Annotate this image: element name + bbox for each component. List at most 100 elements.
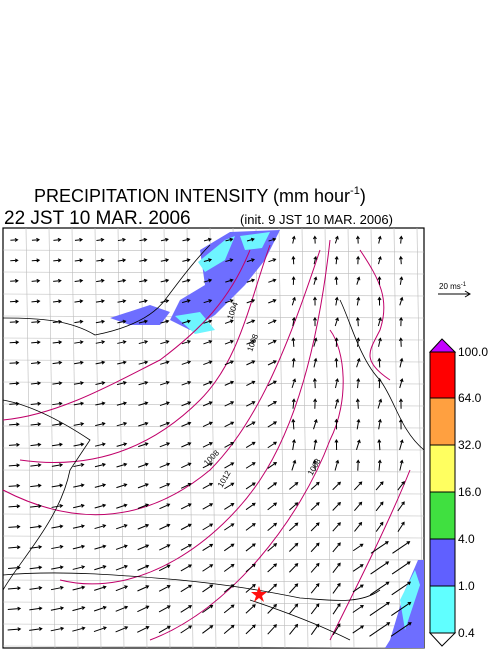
wind-arrow xyxy=(94,442,106,447)
colorbar-cell xyxy=(429,585,456,634)
wind-arrow xyxy=(182,237,191,242)
wind-arrow xyxy=(72,565,86,570)
wind-arrow xyxy=(94,503,107,509)
wind-arrow xyxy=(291,378,297,389)
wind-arrow xyxy=(160,360,170,365)
wind-arrow xyxy=(73,442,85,447)
wind-arrow xyxy=(267,339,277,345)
wind-arrow xyxy=(29,586,43,590)
wind-arrow xyxy=(160,237,169,242)
wind-arrow xyxy=(334,255,339,265)
wind-arrow xyxy=(73,462,85,468)
wind-arrow xyxy=(181,442,192,448)
wind-arrow xyxy=(139,237,148,242)
wind-arrow xyxy=(246,237,255,242)
wind-arrow xyxy=(246,299,256,304)
wind-arrow xyxy=(291,357,296,368)
wind-arrow xyxy=(8,524,21,529)
wind-arrow xyxy=(267,421,278,428)
wind-arrow xyxy=(224,441,235,448)
wind-arrow xyxy=(289,542,299,552)
wind-arrow xyxy=(310,522,320,532)
grid-line xyxy=(255,227,263,649)
wind-arrow xyxy=(202,482,214,489)
wind-arrow xyxy=(291,459,297,471)
wind-arrow xyxy=(334,357,339,368)
wind-arrow xyxy=(292,439,296,451)
wind-arrow xyxy=(30,401,42,406)
wind-arrow xyxy=(159,442,171,448)
grid-line xyxy=(25,227,33,649)
wind-arrow xyxy=(181,462,192,469)
grid-line xyxy=(2,337,425,341)
wind-arrow xyxy=(267,482,278,490)
wind-arrow xyxy=(202,604,214,614)
wind-arrow xyxy=(159,483,171,489)
grid-line xyxy=(2,381,425,385)
wind-arrow xyxy=(116,483,128,489)
wind-arrow xyxy=(246,278,256,283)
wind-arrow xyxy=(52,360,63,365)
wind-arrow xyxy=(225,237,234,242)
wind-arrow xyxy=(370,541,389,554)
wind-arrow xyxy=(159,380,170,386)
wind-arrow xyxy=(181,299,191,304)
wind-arrow xyxy=(181,401,192,407)
valid-time: 22 JST 10 MAR. 2006 xyxy=(4,208,191,229)
wind-arrow xyxy=(392,541,411,554)
wind-arrow xyxy=(94,585,107,591)
wind-arrow xyxy=(356,357,361,368)
wind-arrow xyxy=(95,360,106,365)
wind-arrow xyxy=(267,502,278,511)
wind-arrow xyxy=(291,276,296,285)
wind-arrow xyxy=(29,626,43,631)
wind-arrow xyxy=(137,503,150,509)
wind-arrow xyxy=(355,235,360,244)
location-star xyxy=(251,586,267,602)
wind-arrow xyxy=(310,502,320,511)
wind-arrow xyxy=(31,237,41,242)
grid-line xyxy=(370,227,378,649)
wind-arrow xyxy=(245,421,256,428)
wind-arrow xyxy=(116,442,128,447)
wind-arrow xyxy=(182,258,191,263)
wind-arrow xyxy=(310,583,320,594)
wind-arrow xyxy=(310,542,320,553)
wind-arrow xyxy=(313,418,318,430)
wind-arrow xyxy=(334,418,339,430)
wind-arrow xyxy=(51,524,64,529)
wind-arrow xyxy=(160,299,170,303)
wind-arrow xyxy=(267,522,278,531)
wind-arrow xyxy=(94,544,107,550)
wind-arrow xyxy=(352,625,365,634)
colorbar-cell xyxy=(429,491,456,540)
wind-arrow xyxy=(73,401,85,406)
wind-arrow xyxy=(223,584,235,593)
wind-arrow xyxy=(31,278,41,283)
wind-arrow xyxy=(9,299,19,304)
wind-arrow xyxy=(203,258,213,263)
colorbar-bottom xyxy=(428,632,457,647)
grid-line xyxy=(232,227,240,649)
grid-line xyxy=(163,227,171,649)
wind-arrow xyxy=(289,563,299,573)
wind-arrow xyxy=(29,524,43,529)
wind-arrow xyxy=(245,604,256,614)
wind-arrow xyxy=(399,439,404,450)
colorbar-label: 64.0 xyxy=(458,391,482,405)
wind-arrow xyxy=(7,586,22,591)
wind-arrow xyxy=(8,504,21,509)
wind-arrow xyxy=(313,357,318,368)
wind-arrow xyxy=(9,340,20,345)
wind-arrow xyxy=(399,296,404,306)
wind-arrow xyxy=(181,380,192,386)
wind-arrow xyxy=(117,278,127,283)
wind-arrow xyxy=(352,604,364,613)
wind-arrow xyxy=(356,377,361,389)
wind-arrow xyxy=(225,299,234,304)
wind-arrow xyxy=(377,357,382,368)
grid-line xyxy=(2,623,425,627)
wind-arrow xyxy=(72,585,86,591)
wind-arrow xyxy=(332,501,341,511)
